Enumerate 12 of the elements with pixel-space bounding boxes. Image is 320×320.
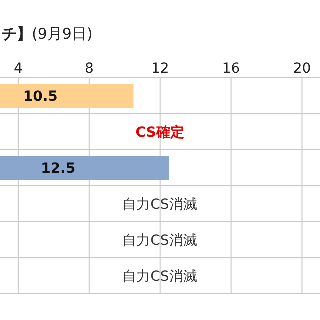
chart-title: チ】(9月9日) (2, 25, 93, 43)
data-label: 12.5 (41, 161, 76, 177)
text: CS確定 (136, 125, 184, 141)
data-label: 10.5 (23, 89, 58, 105)
text: 自力CS消滅 (122, 233, 198, 249)
text: 自力CS消滅 (122, 197, 198, 213)
x-tick-label: 12 (151, 61, 170, 77)
x-tick-label: 8 (84, 61, 94, 77)
x-tick-label: 16 (222, 61, 240, 77)
text: 自力CS消滅 (122, 269, 198, 285)
x-tick-label: 20 (293, 61, 312, 77)
x-tick-label: 4 (14, 61, 23, 77)
